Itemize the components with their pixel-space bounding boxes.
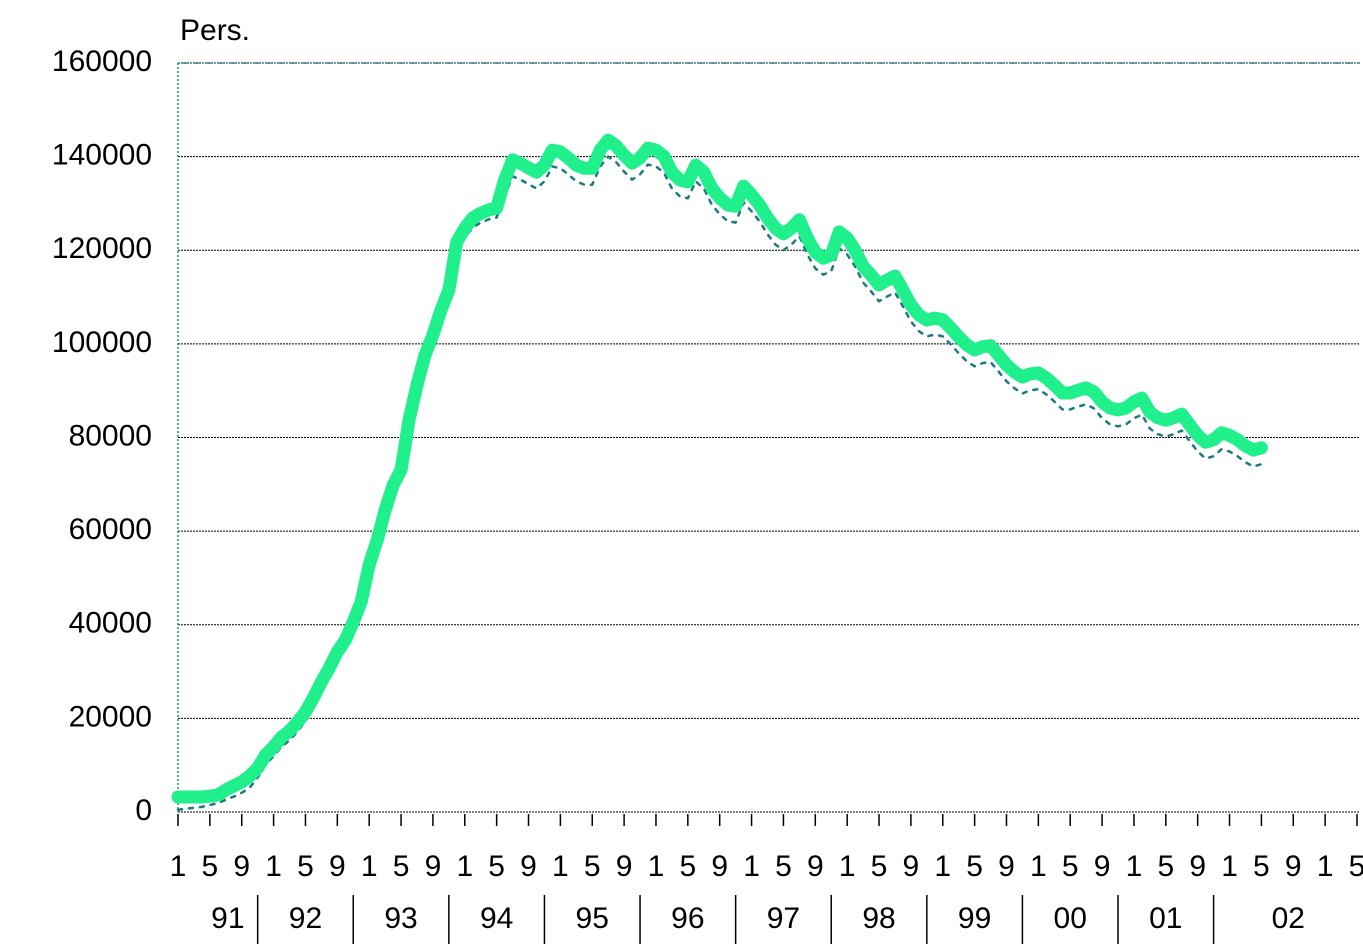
x-tick-label: 9 xyxy=(903,850,920,883)
x-tick-label: 1 xyxy=(1126,850,1143,883)
x-tick-label: 5 xyxy=(1157,850,1174,883)
y-tick-label: 80000 xyxy=(69,419,152,452)
dashed-line xyxy=(176,155,1263,811)
x-tick-label: 9 xyxy=(711,850,728,883)
x-tick-label: 5 xyxy=(775,850,792,883)
year-label: 02 xyxy=(1272,902,1305,935)
x-tick-label: 5 xyxy=(1062,850,1079,883)
x-tick-label: 5 xyxy=(1253,850,1270,883)
x-tick-label: 1 xyxy=(934,850,951,883)
x-tick-label: 9 xyxy=(998,850,1015,883)
y-tick-label: 160000 xyxy=(52,45,152,78)
x-tick-label: 5 xyxy=(297,850,314,883)
solid-line xyxy=(171,133,1268,804)
y-tick-label: 100000 xyxy=(52,326,152,359)
y-tick-label: 40000 xyxy=(69,607,152,640)
year-label: 91 xyxy=(211,902,244,935)
x-tick-label: 9 xyxy=(807,850,824,883)
y-tick-label: 140000 xyxy=(52,139,152,172)
x-tick-label: 1 xyxy=(1221,850,1238,883)
y-tick-label: 0 xyxy=(135,794,152,827)
x-tick-label: 1 xyxy=(456,850,473,883)
x-tick-label: 9 xyxy=(1094,850,1111,883)
year-label: 95 xyxy=(576,902,609,935)
year-label: 00 xyxy=(1054,902,1087,935)
x-tick-label: 1 xyxy=(170,850,187,883)
x-tick-label: 5 xyxy=(393,850,410,883)
year-label: 99 xyxy=(958,902,991,935)
x-tick-label: 5 xyxy=(584,850,601,883)
year-label: 92 xyxy=(289,902,322,935)
x-tick-label: 1 xyxy=(1030,850,1047,883)
x-tick-label: 9 xyxy=(1285,850,1302,883)
x-tick-label: 9 xyxy=(329,850,346,883)
x-tick-label: 1 xyxy=(743,850,760,883)
year-label: 93 xyxy=(384,902,417,935)
x-tick-label: 9 xyxy=(233,850,250,883)
year-label: 97 xyxy=(767,902,800,935)
y-axis-label: Pers. xyxy=(180,14,250,47)
x-tick-label: 1 xyxy=(552,850,569,883)
x-tick-label: 1 xyxy=(1317,850,1334,883)
year-label: 96 xyxy=(671,902,704,935)
x-tick-label: 1 xyxy=(648,850,665,883)
x-tick-label: 1 xyxy=(839,850,856,883)
x-tick-label: 9 xyxy=(425,850,442,883)
x-tick-label: 1 xyxy=(265,850,282,883)
year-label: 01 xyxy=(1149,902,1182,935)
x-tick-label: 1 xyxy=(361,850,378,883)
x-tick-label: 5 xyxy=(1349,850,1363,883)
x-tick-label: 5 xyxy=(488,850,505,883)
y-tick-label: 20000 xyxy=(69,700,152,733)
y-tick-label: 120000 xyxy=(52,232,152,265)
x-tick-label: 5 xyxy=(871,850,888,883)
y-tick-label: 60000 xyxy=(69,513,152,546)
year-label: 94 xyxy=(480,902,513,935)
x-tick-label: 5 xyxy=(679,850,696,883)
x-tick-label: 5 xyxy=(202,850,219,883)
year-label: 98 xyxy=(862,902,895,935)
x-tick-label: 9 xyxy=(1189,850,1206,883)
x-tick-label: 9 xyxy=(616,850,633,883)
x-tick-label: 5 xyxy=(966,850,983,883)
x-tick-label: 9 xyxy=(520,850,537,883)
